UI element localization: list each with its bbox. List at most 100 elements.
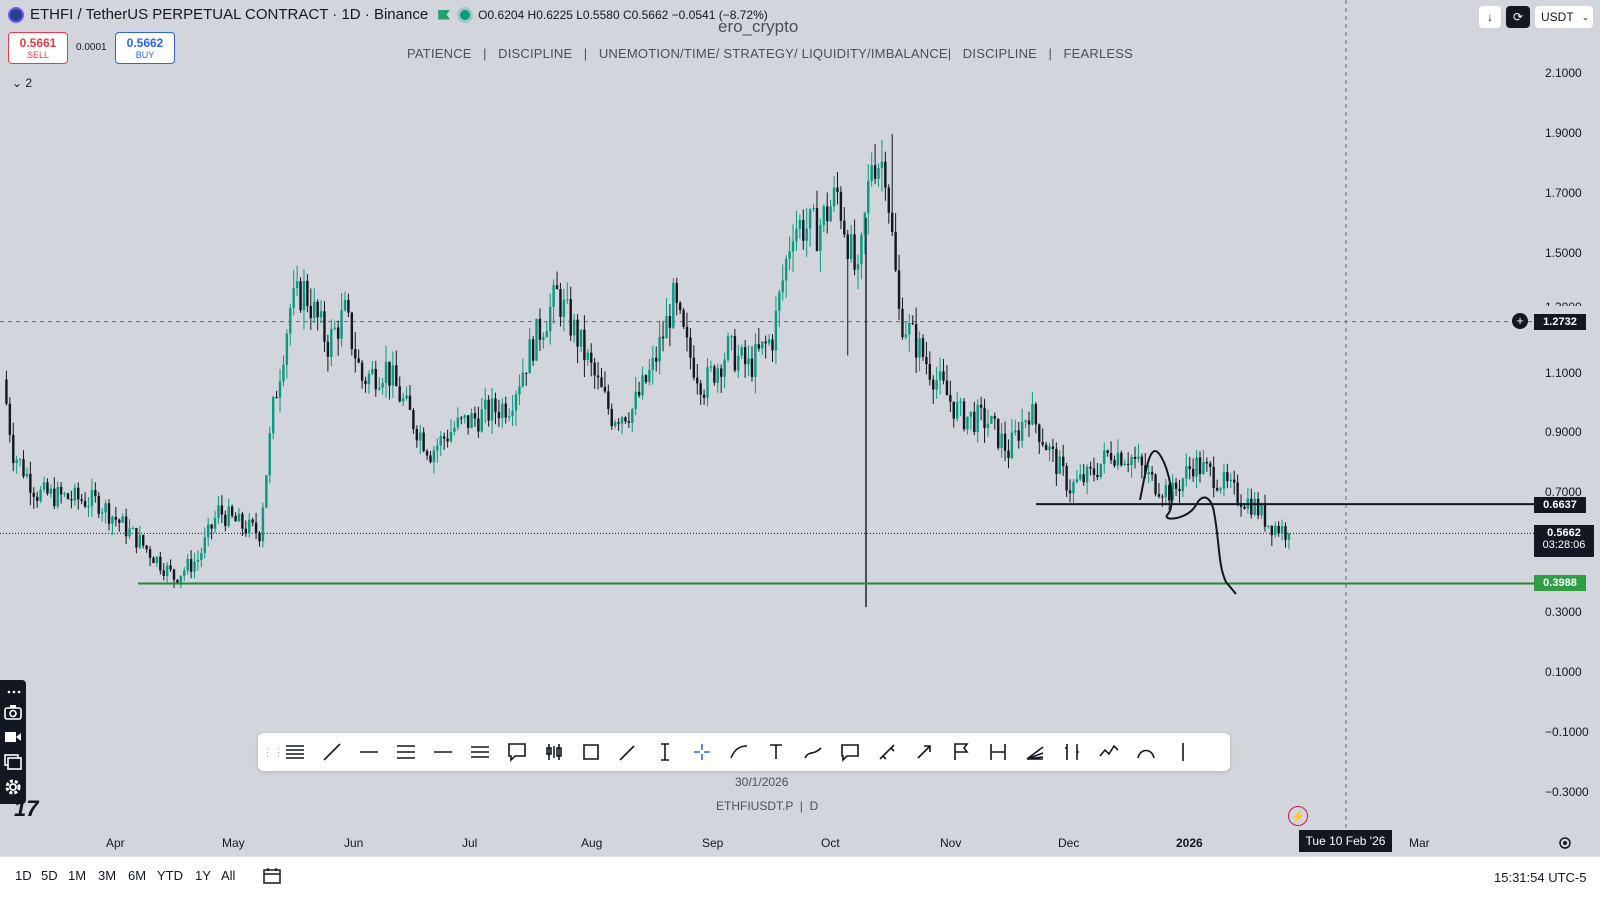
range-button-3m[interactable]: 3M	[98, 868, 117, 883]
candle-body	[176, 579, 179, 583]
tradingview-logo-icon[interactable]: 17	[14, 796, 39, 821]
candle-body	[730, 336, 733, 338]
sell-button[interactable]: 0.5661 SELL	[8, 32, 68, 64]
candle-body	[778, 292, 781, 311]
pitchfork-icon[interactable]	[461, 733, 498, 771]
candle-body	[1051, 446, 1055, 449]
text-icon[interactable]	[757, 733, 794, 771]
gear-icon[interactable]	[4, 778, 22, 795]
flag-icon[interactable]	[438, 9, 451, 20]
arc-icon[interactable]	[1127, 733, 1164, 771]
candle-body	[200, 552, 203, 561]
candle-body	[928, 364, 932, 380]
range-button-ytd[interactable]: YTD	[157, 868, 183, 883]
candle-body	[894, 232, 897, 271]
autoscale-button[interactable]: ⟳	[1506, 6, 1530, 28]
candle-body	[350, 312, 354, 350]
drag-handle-icon[interactable]: ⋮⋮	[262, 746, 284, 759]
time-axis-label: Oct	[821, 836, 840, 850]
camera-icon[interactable]	[4, 704, 22, 720]
zigzag-icon[interactable]	[1090, 733, 1127, 771]
parallel-channel-icon[interactable]	[387, 733, 424, 771]
crosshair-icon[interactable]	[683, 733, 720, 771]
candle-body	[603, 387, 607, 392]
candle-body	[631, 409, 634, 423]
callout-icon[interactable]	[498, 733, 535, 771]
arrow-line-icon[interactable]	[868, 733, 905, 771]
last-price-tag: 0.5662 03:28:06	[1534, 525, 1594, 557]
rectangle-icon[interactable]	[572, 733, 609, 771]
price-chart[interactable]	[0, 0, 1600, 856]
date-range-calendar-icon[interactable]	[262, 867, 282, 885]
buy-button[interactable]: 0.5662 BUY	[115, 32, 175, 64]
vertical-line-icon[interactable]	[1164, 733, 1201, 771]
text-cursor-icon[interactable]	[646, 733, 683, 771]
candle-body	[661, 336, 665, 339]
candle-body	[1202, 462, 1205, 475]
candle-body	[863, 213, 867, 235]
range-button-5d[interactable]: 5D	[41, 868, 58, 883]
candle-body	[83, 500, 87, 507]
trendline-icon[interactable]	[313, 733, 350, 771]
candle-body	[121, 516, 124, 523]
candle-body	[186, 559, 189, 571]
range-button-1m[interactable]: 1M	[68, 868, 87, 883]
candle-body	[374, 369, 377, 390]
spread-value: 0.0001	[76, 42, 107, 53]
candle-body	[538, 318, 542, 340]
download-button[interactable]: ↓	[1479, 6, 1501, 28]
candles-icon[interactable]	[535, 733, 572, 771]
hline-icon[interactable]	[350, 733, 387, 771]
symbol-title[interactable]: ETHFI / TetherUS PERPETUAL CONTRACT · 1D…	[30, 6, 429, 23]
layers-icon[interactable]	[4, 754, 22, 770]
brush-icon[interactable]	[609, 733, 646, 771]
clock-timezone[interactable]: 15:31:54 UTC-5	[1494, 870, 1587, 885]
candle-body	[59, 486, 63, 495]
horizontal-ray-icon[interactable]	[424, 733, 461, 771]
range-icon[interactable]	[979, 733, 1016, 771]
candle-body	[949, 395, 952, 402]
currency-select[interactable]: USDT ⌄	[1535, 6, 1593, 28]
candle-body	[484, 399, 487, 410]
flag-icon[interactable]	[942, 733, 979, 771]
candle-body	[419, 432, 422, 441]
range-button-1d[interactable]: 1D	[15, 868, 32, 883]
candle-body	[716, 368, 719, 383]
range-button-all[interactable]: All	[221, 868, 236, 883]
candle-body	[921, 338, 925, 357]
chart-area[interactable]: ETHFI / TetherUS PERPETUAL CONTRACT · 1D…	[0, 0, 1600, 856]
chart-settings-gear-icon[interactable]	[1558, 836, 1572, 850]
candle-body	[545, 331, 548, 338]
candle-body	[1126, 463, 1130, 465]
candle-body	[405, 395, 408, 399]
candle-body	[224, 514, 227, 526]
bars-pattern-icon[interactable]	[1053, 733, 1090, 771]
candle-body	[408, 395, 412, 410]
candle-body	[1041, 441, 1044, 445]
curve-icon[interactable]	[720, 733, 757, 771]
candle-body	[494, 398, 497, 413]
gann-fan-icon[interactable]	[1016, 733, 1053, 771]
candle-body	[740, 347, 743, 356]
candle-body	[70, 499, 73, 501]
more-icon[interactable]	[4, 684, 22, 700]
hlines-icon[interactable]	[276, 733, 313, 771]
candle-body	[25, 473, 29, 477]
candle-body	[682, 310, 685, 327]
lightning-icon[interactable]: ⚡	[1288, 806, 1308, 826]
note-icon[interactable]	[831, 733, 868, 771]
range-button-6m[interactable]: 6M	[128, 868, 147, 883]
arrow-icon[interactable]	[905, 733, 942, 771]
video-icon[interactable]	[4, 730, 22, 746]
path-icon[interactable]	[794, 733, 831, 771]
add-alert-icon[interactable]: +	[1512, 313, 1528, 329]
drawing-toolbar: ⋮⋮	[258, 733, 1230, 771]
symbol-header[interactable]: ETHFI / TetherUS PERPETUAL CONTRACT · 1D…	[8, 6, 768, 23]
candle-body	[466, 415, 470, 428]
candle-body	[1058, 456, 1061, 474]
indicator-count: 2	[25, 76, 33, 90]
range-button-1y[interactable]: 1Y	[195, 868, 211, 883]
candle-body	[955, 402, 959, 419]
indicators-collapse-button[interactable]: ⌄ 2	[12, 76, 32, 90]
candle-body	[607, 391, 610, 409]
